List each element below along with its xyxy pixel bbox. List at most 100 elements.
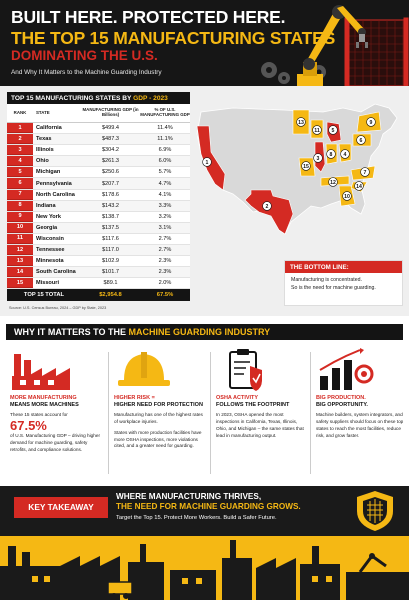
table-row: 4 Ohio $261.3 6.0% — [7, 156, 190, 168]
col1-heading-2: MEANS MORE MACHINES — [10, 401, 79, 408]
table-row: 15 Missouri $89.1 2.0% — [7, 278, 190, 290]
pct-cell: 6.9% — [158, 147, 172, 154]
shield-icon — [357, 491, 393, 531]
pct-cell: 2.0% — [158, 280, 172, 287]
why-heading: WHY IT MATTERS TO THE MACHINE GUARDING I… — [14, 327, 270, 337]
table-row: 10 Georgia $137.5 3.1% — [7, 222, 190, 234]
gdp-cell: $304.2 — [101, 147, 120, 154]
state-cell: Tennessee — [36, 247, 65, 254]
table-header: RANK STATE MANUFACTURING GDP (in Billion… — [7, 104, 190, 123]
table-row: 7 North Carolina $178.6 4.1% — [7, 189, 190, 201]
state-cell: Indiana — [36, 202, 56, 209]
pct-cell: 5.7% — [158, 169, 172, 176]
rank-cell: 5 — [7, 167, 33, 178]
col2-heading-2: HIGHER NEED FOR PROTECTION — [114, 401, 203, 408]
factory-skyline-illustration — [0, 540, 409, 600]
rank-cell: 11 — [7, 233, 33, 245]
col2-para-2: States with more production facilities h… — [114, 429, 202, 449]
pct-cell: 11.4% — [157, 125, 173, 132]
table-row: 6 Pennsylvania $207.7 4.7% — [7, 178, 190, 190]
takeaway-line2: THE NEED FOR MACHINE GUARDING GROWS. — [116, 502, 301, 511]
takeaway-line1: WHERE MANUFACTURING THRIVES, — [116, 492, 262, 501]
rank-cell: 10 — [7, 222, 33, 233]
table-title-accent: GDP - 2023 — [133, 95, 168, 102]
map-marker-3 — [313, 153, 323, 163]
pct-cell: 6.0% — [158, 158, 172, 165]
map-marker-label: 14 — [356, 184, 362, 190]
gdp-cell: $101.7 — [101, 269, 120, 276]
map-marker-12 — [328, 177, 338, 187]
headline-line1: BUILT HERE. PROTECTED HERE. — [11, 7, 286, 27]
map-marker-label: 11 — [314, 128, 320, 134]
gdp-cell: $499.4 — [101, 125, 120, 132]
gdp-cell: $89.1 — [103, 280, 118, 287]
key-takeaway-label: KEY TAKEAWAY — [14, 497, 108, 518]
map-marker-15 — [301, 161, 311, 171]
why-section: WHY IT MATTERS TO THE MACHINE GUARDING I… — [0, 318, 409, 486]
why-col-risk: HIGHER RISK = HIGHER NEED FOR PROTECTION… — [114, 348, 206, 450]
col-rank-header: RANK — [13, 109, 27, 115]
map-marker-label: 4 — [344, 152, 347, 158]
table-row: 3 Illinois $304.2 6.9% — [7, 145, 190, 157]
map-marker-6 — [356, 135, 366, 145]
state-cell: Ohio — [36, 158, 49, 165]
rank-cell: 13 — [7, 256, 33, 267]
state-california — [196, 125, 226, 191]
rank-cell: 12 — [7, 245, 33, 256]
pct-cell: 2.7% — [158, 235, 172, 242]
rank-cell: 2 — [7, 134, 33, 145]
bottom-line-text-1: Manufacturing is concentrated. — [291, 277, 362, 283]
factory-skyline-footer — [0, 536, 409, 600]
gdp-cell: $138.7 — [101, 213, 120, 220]
rank-cell: 15 — [7, 278, 33, 289]
col1-body: of U.S. Manufacturing GDP – driving high… — [10, 433, 101, 452]
map-marker-label: 13 — [298, 120, 304, 126]
gdp-cell: $143.2 — [101, 202, 120, 209]
col4-heading-2: BIG OPPORTUNITY. — [316, 401, 368, 408]
state-cell: California — [36, 125, 62, 132]
state-texas — [244, 189, 294, 235]
rank-cell: 9 — [7, 211, 33, 222]
why-heading-bar: WHY IT MATTERS TO THE MACHINE GUARDING I… — [6, 324, 403, 340]
map-marker-label: 3 — [317, 156, 320, 162]
gdp-cell: $178.6 — [101, 191, 120, 198]
col1-big-stat: 67.5% — [10, 418, 47, 433]
table-row: 11 Wisconsin $117.6 2.7% — [7, 233, 190, 246]
total-pct: 67.5% — [156, 292, 174, 299]
table-title-prefix: TOP 15 MANUFACTURING STATES BY — [11, 95, 134, 102]
growth-chart-icon — [316, 348, 408, 392]
headline-line3: DOMINATING THE U.S. — [11, 48, 158, 63]
map-marker-label: 2 — [266, 204, 269, 210]
col3-heading-2: FOLLOWS THE FOOTPRINT — [216, 401, 290, 408]
table-row: 9 New York $138.7 3.2% — [7, 211, 190, 223]
key-takeaway-banner: KEY TAKEAWAY WHERE MANUFACTURING THRIVES… — [0, 486, 409, 536]
gdp-cell: $487.3 — [101, 136, 120, 143]
col1-intro: These 15 states account for — [10, 412, 68, 418]
map-marker-7 — [360, 167, 370, 177]
map-marker-10 — [342, 191, 352, 201]
rank-cell: 3 — [7, 145, 33, 156]
headline-line2: THE TOP 15 MANUFACTURING STATES — [11, 28, 336, 48]
col3-heading-1: OSHA ACTIVITY — [216, 395, 259, 401]
table-title: TOP 15 MANUFACTURING STATES BY GDP - 202… — [7, 92, 190, 104]
why-heading-prefix: WHY IT MATTERS TO THE — [14, 327, 129, 337]
pct-cell: 4.7% — [158, 180, 172, 187]
divider-2 — [210, 352, 211, 474]
state-cell: Michigan — [36, 169, 61, 176]
map-marker-11 — [312, 125, 322, 135]
state-cell: Wisconsin — [36, 235, 64, 242]
col4-heading-1: BIG PRODUCTION. — [316, 395, 366, 401]
rank-cell: 14 — [7, 267, 33, 278]
table-row: 1 California $499.4 11.4% — [7, 123, 190, 135]
takeaway-line3: Target the Top 15. Protect More Workers.… — [116, 515, 277, 521]
table-map-section: TOP 15 MANUFACTURING STATES BY GDP - 202… — [0, 86, 409, 316]
total-gdp: $2,954.8 — [99, 292, 122, 299]
factory-icon — [10, 348, 102, 392]
bottom-line-heading: THE BOTTOM LINE: — [285, 261, 402, 273]
table-row: 8 Indiana $143.2 3.3% — [7, 200, 190, 212]
table-row: 5 Michigan $250.6 5.7% — [7, 167, 190, 179]
bottom-line-text: Manufacturing is concentrated. So is the… — [285, 273, 402, 296]
bottom-line-box: THE BOTTOM LINE: Manufacturing is concen… — [284, 260, 403, 306]
